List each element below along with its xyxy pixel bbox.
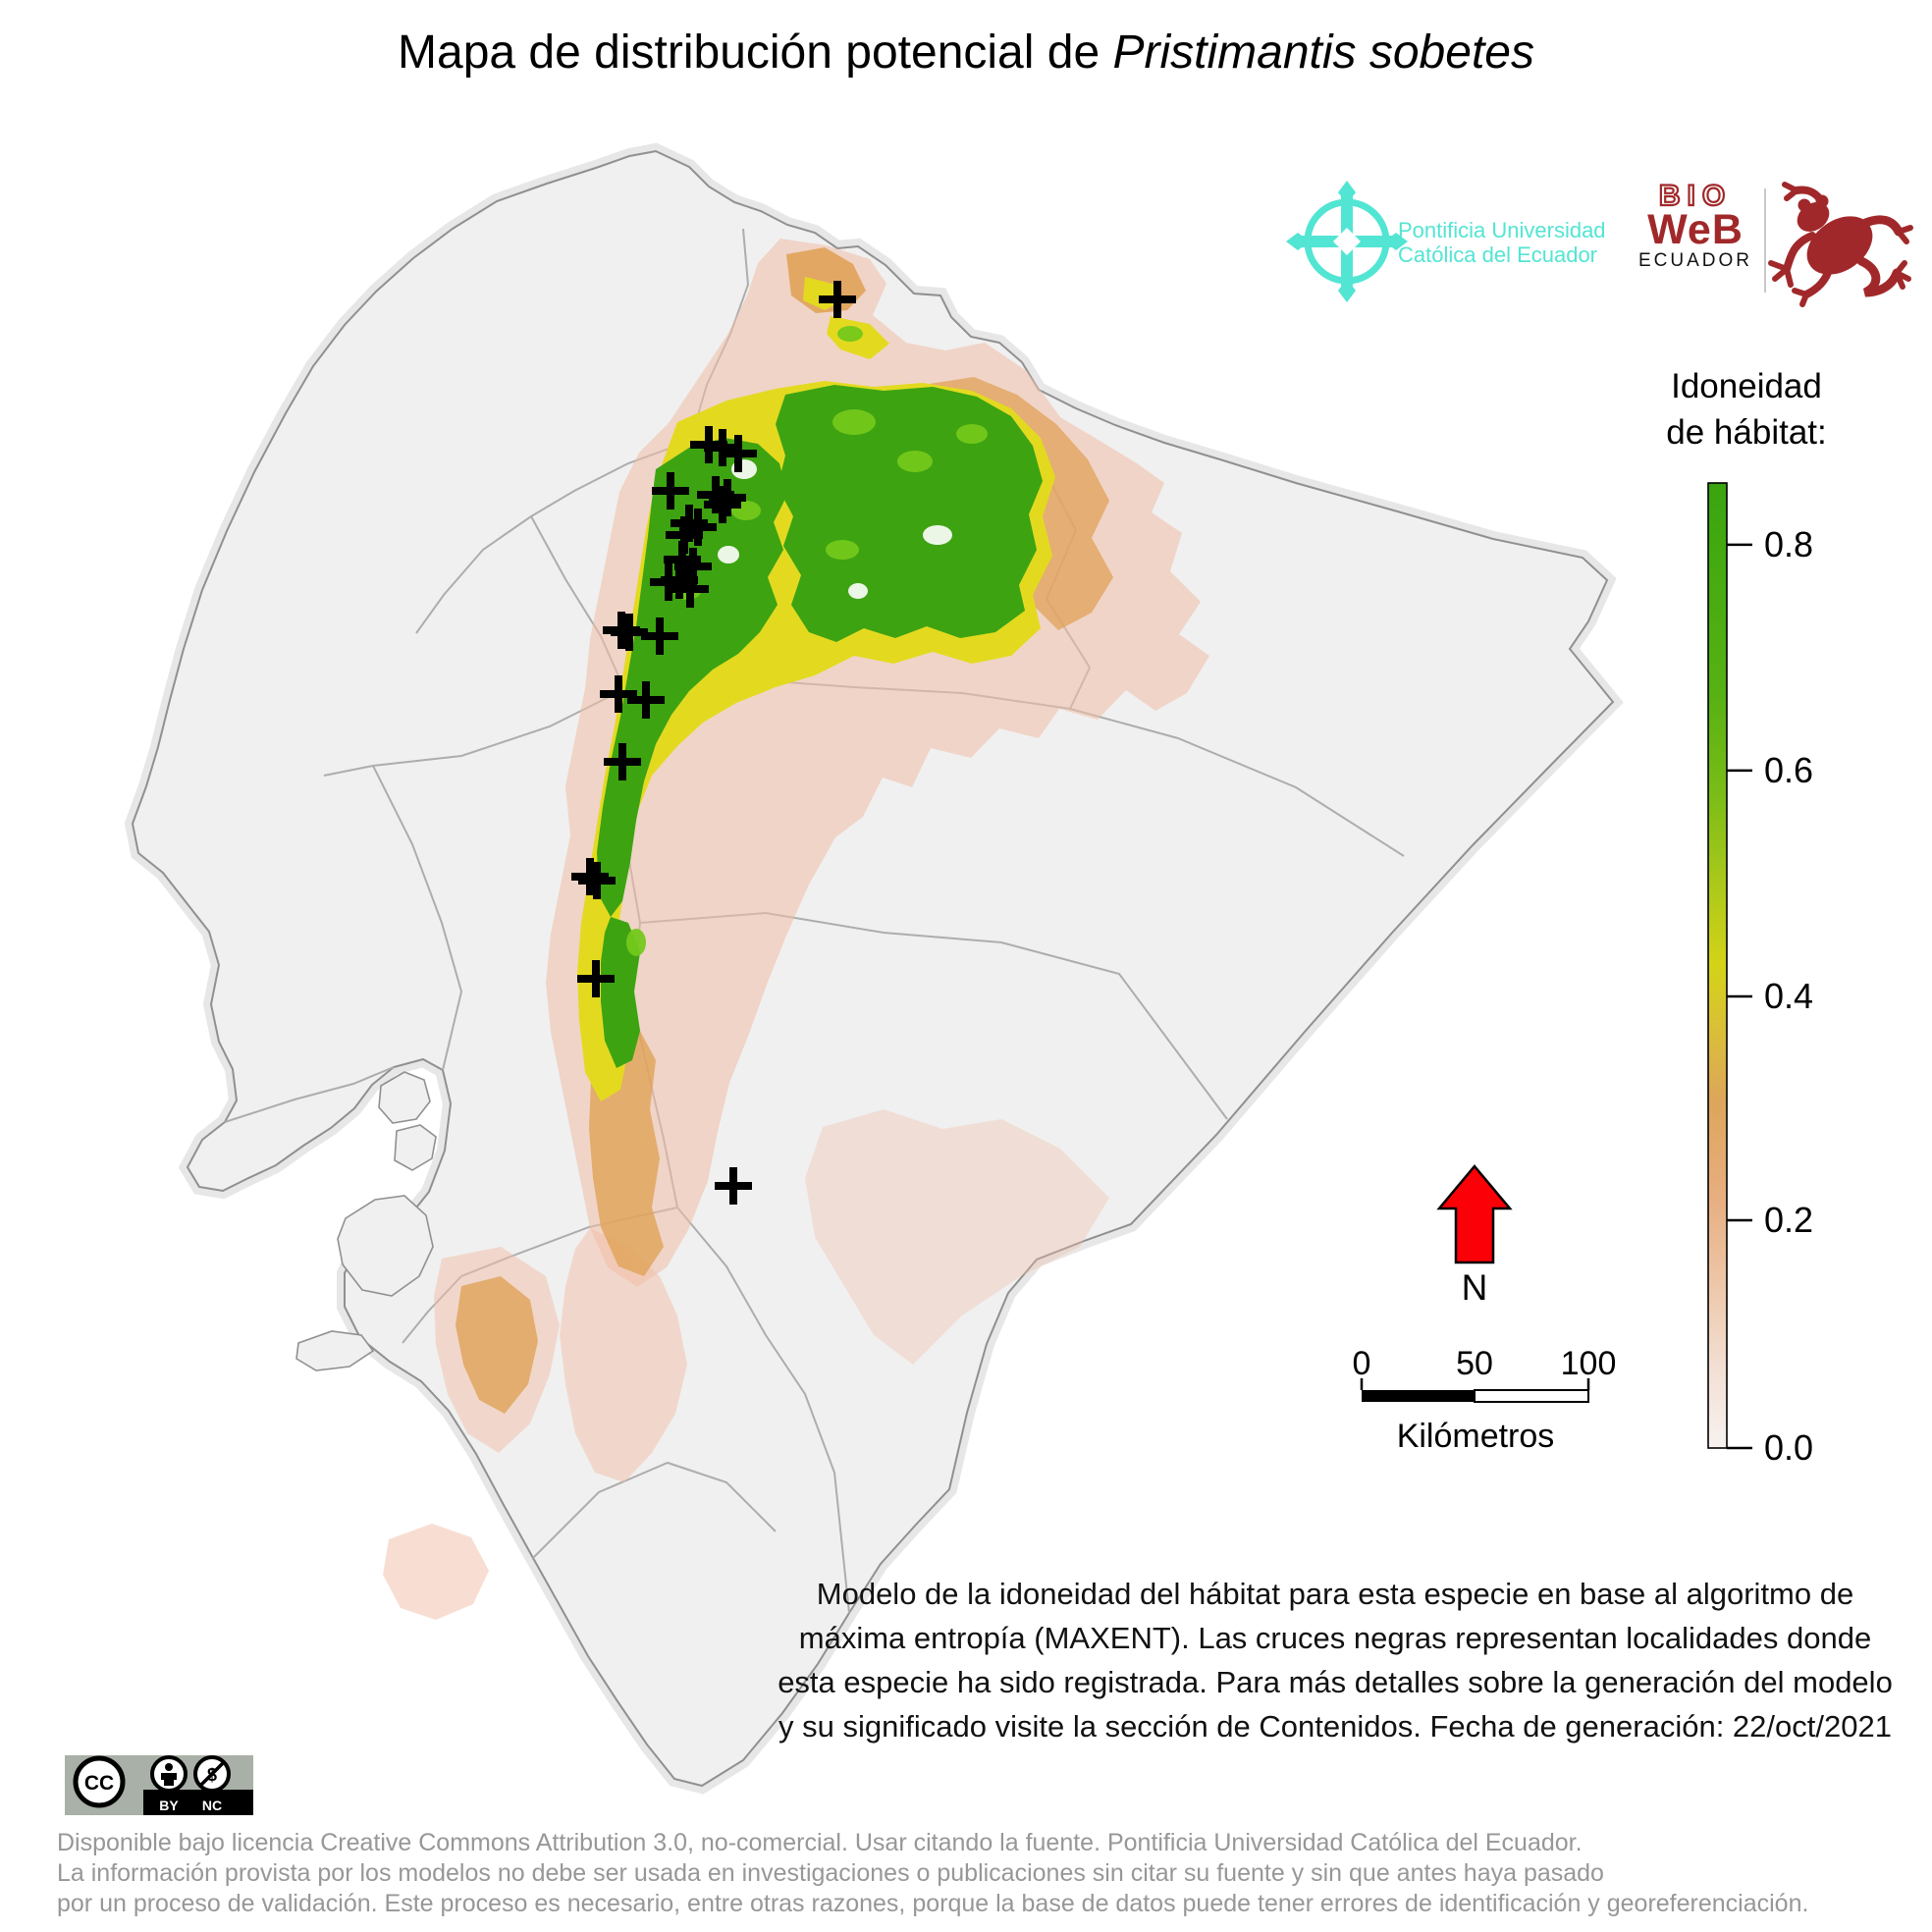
cc-license-badge[interactable]: CC $ BY NC: [65, 1755, 253, 1815]
title-species-name: Pristimantis sobetes: [1112, 27, 1534, 79]
legend-colorbar: [1707, 482, 1728, 1449]
description-line: y su significado visite la sección de Co…: [778, 1709, 1892, 1744]
occurrence-cross: [704, 486, 741, 523]
legend-ticks: 0.8 0.6 0.4 0.2 0.0: [1727, 524, 1813, 1468]
scale-caption: Kilómetros: [1397, 1418, 1555, 1455]
occurrence-cross: [600, 675, 637, 713]
model-description: Modelo de la idoneidad del hábitat para …: [776, 1572, 1895, 1748]
legend-tick-label: 0.2: [1764, 1200, 1813, 1240]
legend-title-line1: Idoneidad: [1671, 367, 1822, 405]
habitat-low-west: [383, 1524, 489, 1620]
occurrence-cross: [578, 862, 616, 899]
bioweb-web: WeB: [1647, 206, 1744, 253]
occurrence-cross: [720, 435, 757, 472]
occurrence-cross: [671, 570, 709, 608]
scale-label-50: 50: [1456, 1345, 1493, 1382]
puce-logo-text[interactable]: Pontificia Universidad Católica del Ecua…: [1398, 218, 1606, 267]
occurrence-crosses: [571, 281, 856, 1205]
occurrence-cross: [652, 472, 689, 510]
by-person-icon: [161, 1763, 177, 1786]
occurrence-cross: [577, 960, 615, 997]
bioweb-bio: BIO: [1658, 180, 1733, 212]
legend-title: Idoneidad de hábitat:: [1628, 363, 1865, 456]
nc-label: NC: [202, 1798, 222, 1813]
description-line: Modelo de la idoneidad del hábitat para …: [816, 1577, 1854, 1611]
puce-logo[interactable]: [1286, 181, 1408, 302]
by-label: BY: [159, 1798, 179, 1813]
occurrence-cross: [627, 681, 665, 719]
legend-title-line2: de hábitat:: [1666, 413, 1827, 452]
north-arrow: N: [1436, 1164, 1513, 1308]
logo-divider: [1764, 188, 1766, 293]
habitat-mid-southwest: [456, 1276, 538, 1414]
occurrence-cross: [709, 479, 746, 516]
footer-line: La información provista por los modelos …: [57, 1859, 1604, 1887]
description-line: máxima entropía (MAXENT). Las cruces neg…: [798, 1621, 1872, 1655]
north-label: N: [1462, 1267, 1488, 1308]
page-title: Mapa de distribución potencial de Pristi…: [0, 26, 1932, 80]
footer-line: Disponible bajo licencia Creative Common…: [57, 1829, 1583, 1856]
frog-icon[interactable]: [1768, 182, 1913, 307]
habitat-high-west: [597, 438, 787, 917]
scale-bar: 0 50 100 Kilómetros: [1353, 1345, 1617, 1455]
legend-tick-label: 0.6: [1764, 750, 1813, 790]
bioweb-ecuador: ECUADOR: [1638, 250, 1753, 271]
nc-dollar-icon: $: [198, 1760, 226, 1788]
puce-line1: Pontificia Universidad: [1398, 218, 1606, 242]
license-footer: Disponible bajo licencia Creative Common…: [57, 1828, 1903, 1919]
gulf-islands: [295, 1071, 437, 1371]
occurrence-cross: [604, 743, 641, 780]
legend-tick-label: 0.4: [1764, 976, 1813, 1016]
habitat-low-south: [560, 1228, 687, 1482]
puce-line2: Católica del Ecuador: [1398, 242, 1598, 267]
habitat-high-east: [776, 385, 1043, 642]
title-prefix: Mapa de distribución potencial de: [398, 27, 1113, 79]
habitat-gap-peaks: [718, 459, 952, 599]
bioweb-logo-text[interactable]: BIO WeB ECUADOR: [1638, 180, 1753, 273]
legend-tick-label: 0.8: [1764, 524, 1813, 564]
scale-label-100: 100: [1561, 1345, 1617, 1382]
occurrence-cross: [641, 617, 678, 655]
cc-icon: CC: [84, 1772, 114, 1795]
legend-tick-label: 0.0: [1764, 1427, 1813, 1468]
footer-line: por un proceso de validación. Este proce…: [57, 1890, 1809, 1917]
description-line: esta especie ha sido registrada. Para má…: [778, 1665, 1893, 1699]
occurrence-cross: [819, 281, 856, 318]
habitat-low-southeast: [805, 1109, 1109, 1365]
occurrence-cross: [715, 1167, 752, 1205]
scale-label-0: 0: [1353, 1345, 1371, 1382]
habitat-high-strip: [601, 917, 640, 1068]
